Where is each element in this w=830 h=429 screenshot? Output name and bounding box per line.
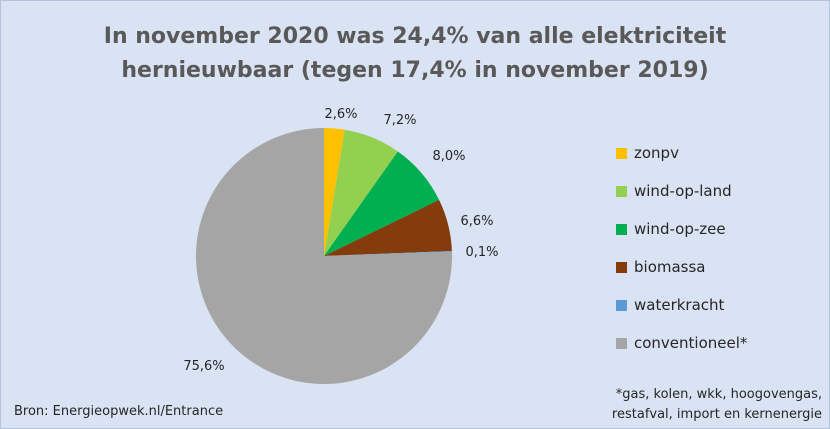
legend-item-biomassa: biomassa <box>616 248 747 286</box>
pie-slice-zonpv <box>324 128 345 256</box>
footnote-line-2: restafval, import en kernenergie <box>611 407 822 422</box>
legend-label: zonpv <box>634 144 679 162</box>
legend-item-wind-op-land: wind-op-land <box>616 172 747 210</box>
footnote-line-1: *gas, kolen, wkk, hoogovengas, <box>615 387 822 402</box>
chart-title-line-2: hernieuwbaar (tegen 17,4% in november 20… <box>121 58 709 83</box>
pie-slices <box>196 128 452 384</box>
footnote: *gas, kolen, wkk, hoogovengas, restafval… <box>612 385 822 425</box>
legend-swatch <box>616 299 627 311</box>
pie-slice-biomassa <box>324 199 452 256</box>
source-note: Bron: Energieopwek.nl/Entrance <box>14 404 224 419</box>
chart-title-line-1: In november 2020 was 24,4% van alle elek… <box>103 24 727 49</box>
chart-title: In november 2020 was 24,4% van alle elek… <box>0 20 830 88</box>
legend-label: conventioneel* <box>634 334 748 352</box>
data-label-waterkracht: 0,1% <box>465 245 498 260</box>
legend-swatch <box>616 337 627 349</box>
legend-swatch <box>616 261 627 273</box>
data-label-zonpv: 2,6% <box>324 107 357 122</box>
legend-label: biomassa <box>634 258 706 276</box>
legend-label: waterkracht <box>634 296 725 314</box>
pie-slice-wind-op-zee <box>324 151 440 256</box>
data-label-wind-op-land: 7,2% <box>383 113 416 128</box>
legend-item-wind-op-zee: wind-op-zee <box>616 210 747 248</box>
legend-label: wind-op-land <box>634 182 732 200</box>
data-label-biomassa: 6,6% <box>460 214 493 229</box>
pie-slice-conventioneel <box>196 128 452 384</box>
legend-label: wind-op-zee <box>634 220 726 238</box>
data-label-wind-op-zee: 8,0% <box>432 149 465 164</box>
chart-legend: zonpv wind-op-land wind-op-zee biomassa wate… <box>616 134 747 362</box>
legend-item-waterkracht: waterkracht <box>616 286 747 324</box>
pie-slice-wind-op-land <box>324 129 398 256</box>
legend-item-zonpv: zonpv <box>616 134 747 172</box>
legend-swatch <box>616 185 627 197</box>
pie-data-labels: 2,6% 7,2% 8,0% 6,6% 0,1% 75,6% <box>183 107 498 374</box>
legend-swatch <box>616 147 627 159</box>
legend-swatch <box>616 223 627 235</box>
pie-slice-waterkracht <box>324 250 452 256</box>
legend-item-conventioneel: conventioneel* <box>616 324 747 362</box>
data-label-conventioneel: 75,6% <box>183 359 224 374</box>
